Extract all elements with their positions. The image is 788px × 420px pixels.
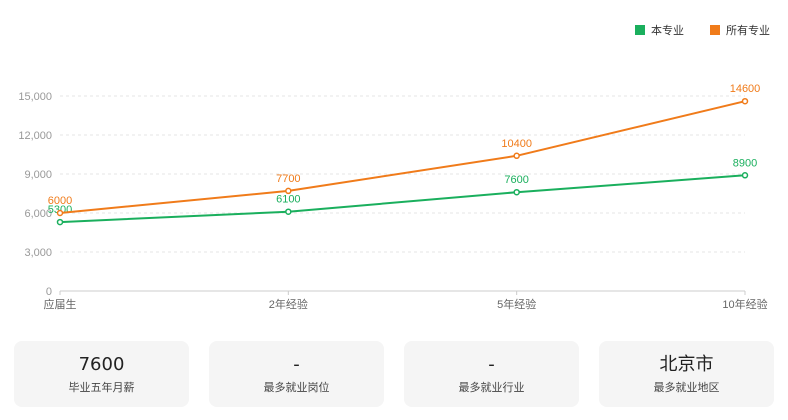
data-label: 8900 xyxy=(733,157,757,169)
x-tick-label: 10年经验 xyxy=(722,297,767,311)
data-label: 7700 xyxy=(276,173,300,185)
data-point xyxy=(56,218,64,226)
legend-swatch-all-majors xyxy=(710,25,720,35)
legend-item-major[interactable]: 本专业 xyxy=(635,22,684,38)
data-label: 10400 xyxy=(501,138,532,150)
stat-label-region: 最多就业地区 xyxy=(653,380,720,394)
data-point xyxy=(285,187,292,195)
data-label: 7600 xyxy=(504,174,528,186)
stat-label-salary: 毕业五年月薪 xyxy=(68,380,135,394)
data-point xyxy=(741,172,749,179)
stat-value-region: 北京市 xyxy=(659,353,714,375)
series-line-major xyxy=(59,174,746,224)
y-tick-label: 15,000 xyxy=(18,91,52,103)
stat-value-industry: - xyxy=(488,353,495,375)
data-point xyxy=(56,209,64,217)
stat-value-salary: 7600 xyxy=(78,353,125,375)
data-label: 14600 xyxy=(730,83,761,95)
x-tick-label: 2年经验 xyxy=(269,297,308,311)
stat-card-industry: - 最多就业行业 xyxy=(404,341,579,407)
stat-label-industry: 最多就业行业 xyxy=(458,380,525,394)
y-tick-label: 6,000 xyxy=(24,208,52,220)
stats-cards: 7600 毕业五年月薪 - 最多就业岗位 - 最多就业行业 北京市 最多就业地区 xyxy=(14,341,774,407)
chart-legend: 本专业 所有专业 xyxy=(635,22,770,38)
y-tick-label: 0 xyxy=(46,286,52,298)
data-point xyxy=(513,188,520,196)
legend-swatch-major xyxy=(635,25,645,35)
data-point xyxy=(513,152,520,160)
salary-line-chart: 本专业 所有专业 0 3,000 6,000 9,000 12,000 15,000 应届生… xyxy=(18,22,770,311)
chart-plot-area: 0 3,000 6,000 9,000 12,000 15,000 应届生 2年经验 5年经验 1… xyxy=(18,83,767,311)
data-point xyxy=(285,208,292,215)
legend-label-major: 本专业 xyxy=(651,24,684,37)
stat-card-region: 北京市 最多就业地区 xyxy=(599,341,774,407)
y-tick-label: 12,000 xyxy=(18,130,52,142)
data-label: 6000 xyxy=(48,195,72,207)
data-point xyxy=(741,97,749,105)
legend-item-all-majors[interactable]: 所有专业 xyxy=(710,22,770,38)
stat-value-position: - xyxy=(293,353,300,375)
y-tick-label: 3,000 xyxy=(24,247,52,259)
x-tick-label: 5年经验 xyxy=(497,297,536,311)
legend-label-all-majors: 所有专业 xyxy=(726,24,770,37)
stat-card-salary: 7600 毕业五年月薪 xyxy=(14,341,189,407)
y-tick-label: 9,000 xyxy=(24,169,52,181)
stat-card-position: - 最多就业岗位 xyxy=(209,341,384,407)
series-line-all-majors xyxy=(59,100,746,214)
stat-label-position: 最多就业岗位 xyxy=(263,380,330,394)
x-tick-label: 应届生 xyxy=(44,297,77,311)
data-label: 6100 xyxy=(276,194,300,206)
